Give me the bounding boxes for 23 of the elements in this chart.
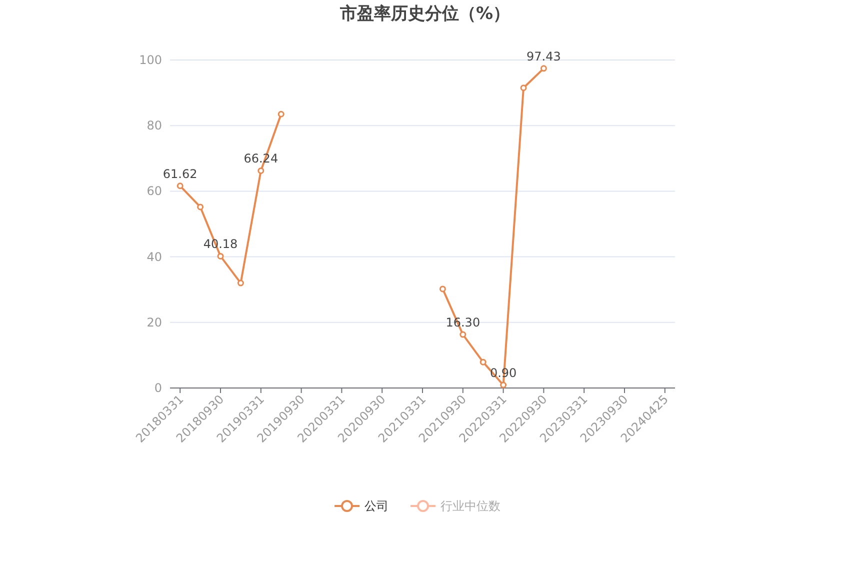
point: [500, 382, 507, 388]
y-tick-label: 40: [146, 250, 162, 264]
point: [197, 204, 204, 210]
y-tick-label: 0: [154, 381, 162, 395]
y-tick-label: 100: [139, 53, 162, 67]
point: [237, 280, 244, 286]
y-tick-label: 80: [146, 118, 162, 133]
point: [258, 167, 264, 174]
y-tick-label: 20: [146, 315, 162, 330]
point: [278, 110, 284, 118]
legend-label: 行业中位数: [440, 499, 500, 513]
data-label: 97.43: [526, 49, 561, 64]
data-label: 61.62: [162, 166, 198, 181]
point: [176, 182, 184, 190]
point: [520, 84, 527, 92]
point: [540, 65, 547, 72]
y-tick-label: 60: [146, 184, 162, 198]
point: [480, 358, 486, 366]
point: [217, 252, 224, 260]
point: [460, 331, 466, 338]
legend-label: 公司: [364, 499, 388, 513]
point: [439, 286, 446, 292]
chart-title: 市盈率历史分位（%）: [338, 4, 510, 24]
